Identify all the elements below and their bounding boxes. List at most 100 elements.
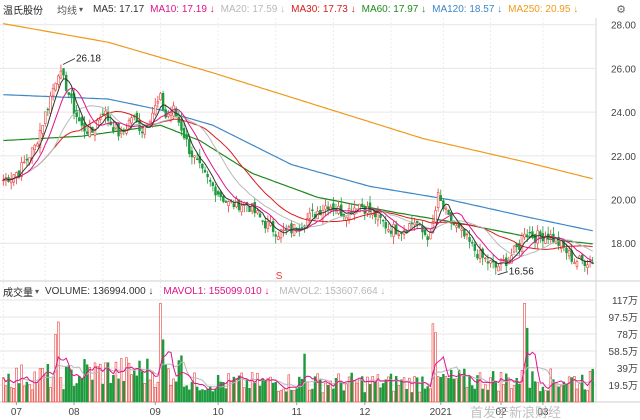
volume-bar (292, 390, 296, 403)
volume-bar (531, 371, 534, 403)
candle-body (392, 223, 395, 237)
volume-bar (546, 390, 550, 403)
candle-body (533, 234, 537, 243)
period-selector[interactable]: 均线 ▾ (57, 2, 83, 17)
volume-bar (539, 391, 542, 403)
volume-bar (450, 369, 453, 403)
date-tick-label: 07 (11, 407, 23, 418)
candle-body (324, 205, 327, 210)
candle-body (439, 195, 442, 201)
volume-bar (397, 385, 401, 403)
ma-legend-item: MA60: 17.97 ↓ (361, 3, 427, 15)
candle-body (531, 231, 534, 238)
volume-bar (497, 390, 500, 403)
volume-bar (88, 367, 91, 403)
volume-bar (583, 389, 587, 403)
volume-bar (499, 372, 503, 403)
candle-body (206, 173, 209, 178)
candle-body (261, 220, 264, 222)
volume-bar (154, 387, 157, 403)
volume-bar (366, 376, 369, 403)
candle-body (465, 233, 469, 236)
volume-bar (360, 376, 364, 403)
candle-body (216, 191, 220, 195)
candle-body (539, 231, 542, 236)
price-tick-label: 28.00 (611, 21, 636, 32)
gear-icon[interactable]: ⚙ (616, 3, 626, 16)
volume-bar (167, 368, 170, 403)
candle-body (319, 210, 322, 216)
volume-bar (227, 373, 230, 403)
volume-bar (567, 376, 571, 403)
volume-moving-averages (2, 351, 594, 390)
volume-bar (85, 364, 89, 403)
candle-body (222, 195, 225, 202)
candle-body (264, 220, 267, 229)
volume-bar (188, 389, 191, 403)
ma120-line (3, 94, 593, 232)
candle-body (143, 125, 146, 135)
candle-body (567, 250, 571, 257)
volume-bar (279, 390, 283, 403)
volume-tick-label: 97.5万 (609, 313, 638, 324)
candle-body (161, 93, 165, 111)
candle-body (258, 213, 262, 218)
volume-bar (51, 376, 55, 403)
ma-legend-item: MA5: 17.17 (93, 3, 145, 15)
ma60-line (3, 124, 593, 245)
candle-body (421, 225, 424, 233)
volume-bar (182, 386, 186, 403)
volume-bar (250, 372, 254, 403)
candle-body (478, 250, 482, 259)
volume-bar (520, 370, 524, 403)
high-label: 26.18 (76, 54, 101, 65)
volume-bar (264, 381, 267, 403)
candle-body (400, 232, 403, 235)
volume-bar (541, 386, 545, 403)
volume-bar (342, 390, 346, 403)
volume-bar (135, 375, 139, 403)
volume-bar (143, 383, 146, 403)
volume-bar (46, 364, 50, 403)
volume-bar (30, 389, 34, 403)
volume-bar (298, 376, 301, 403)
volume-bar (269, 376, 272, 403)
candle-body (130, 117, 133, 124)
short-moving-averages (3, 78, 593, 265)
volume-bar (104, 362, 107, 403)
chevron-down-icon[interactable]: ▾ (35, 286, 40, 296)
volume-bar (329, 380, 332, 403)
candle-body (33, 144, 36, 151)
candle-body (423, 229, 427, 236)
candle-body (203, 169, 207, 173)
volume-bar (319, 378, 322, 403)
volume-bar (101, 383, 105, 403)
volume-bar (140, 371, 144, 403)
candle-body (214, 186, 217, 196)
volume-bar (578, 383, 581, 403)
volume-bar (565, 384, 568, 403)
volume-bar (515, 378, 518, 403)
volume-bar (332, 388, 335, 403)
candle-body (436, 192, 440, 208)
candle-body (201, 163, 204, 169)
candle-body (326, 206, 330, 210)
volume-bar (83, 359, 86, 403)
date-tick-label: 12 (359, 407, 371, 418)
volume-bar (117, 378, 120, 403)
volume-bar (36, 382, 39, 403)
volume-bar (67, 365, 71, 403)
long-moving-averages (3, 23, 593, 245)
volume-bar (177, 360, 181, 403)
candle-body (101, 113, 105, 115)
candle-body (405, 230, 408, 233)
candle-body (23, 161, 26, 164)
volume-bar (159, 303, 162, 403)
candle-body (497, 265, 500, 272)
candle-body (227, 201, 230, 206)
volume-bar (133, 370, 136, 403)
candle-body (125, 129, 128, 134)
candle-body (565, 247, 568, 254)
volume-bar (62, 389, 65, 403)
